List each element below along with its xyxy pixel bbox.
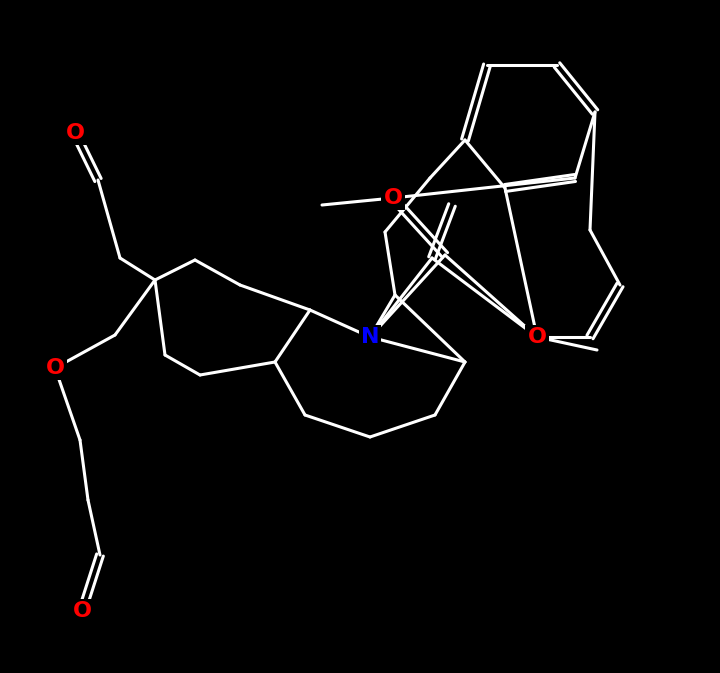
Text: O: O [66, 123, 84, 143]
Text: O: O [384, 188, 402, 208]
Text: O: O [45, 358, 65, 378]
Text: N: N [361, 327, 379, 347]
Text: O: O [528, 327, 546, 347]
Text: O: O [73, 601, 91, 621]
